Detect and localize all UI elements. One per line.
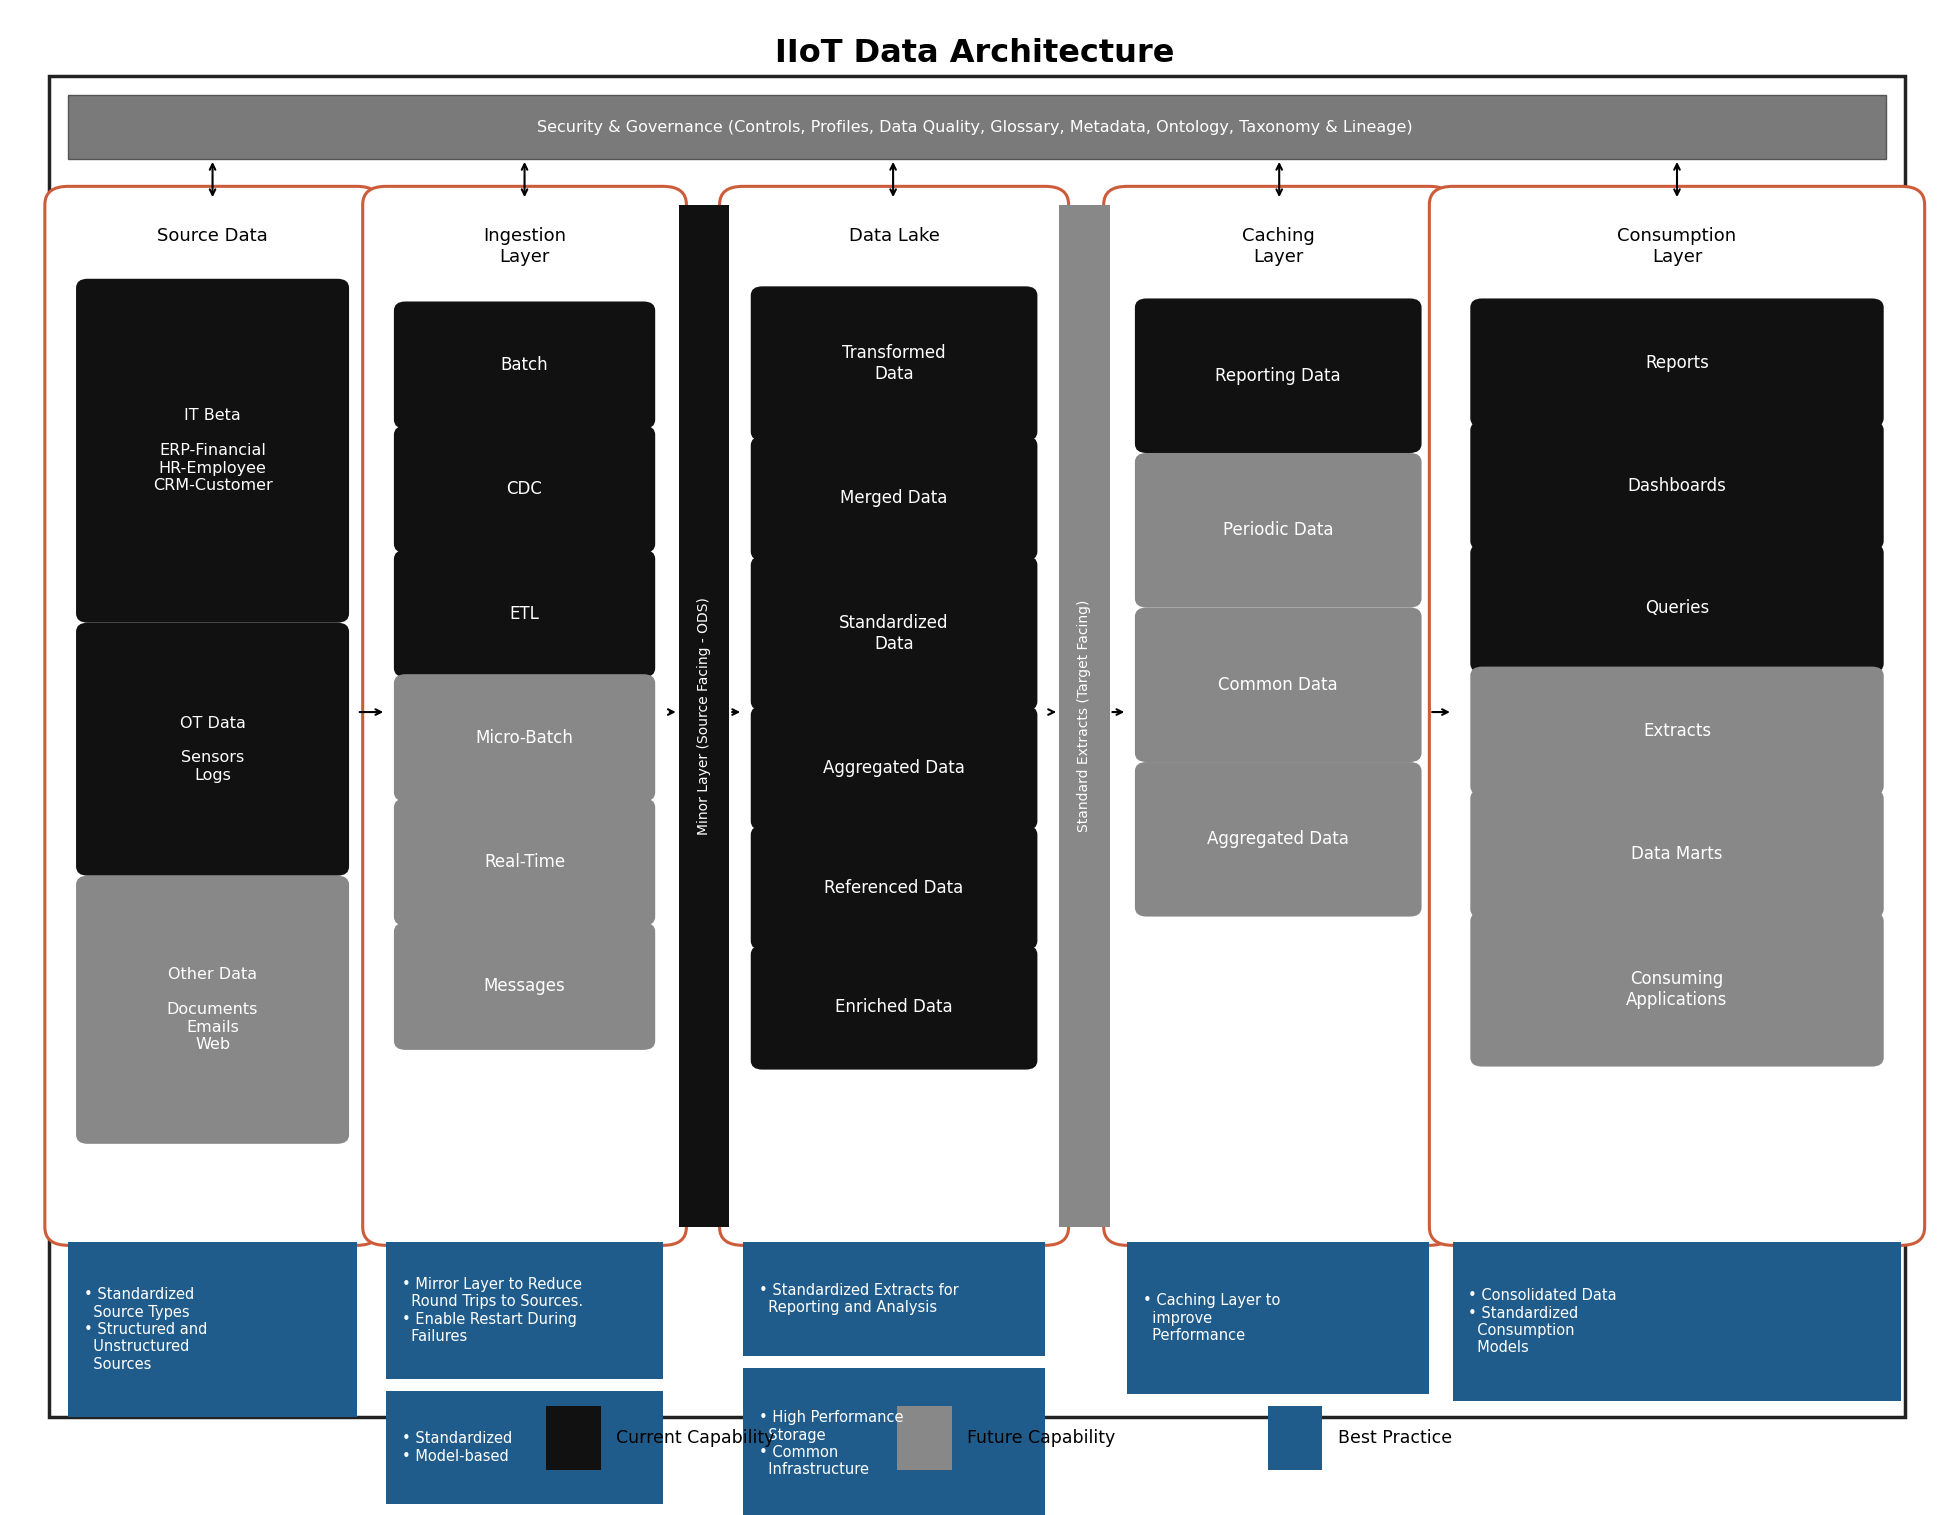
- FancyBboxPatch shape: [1470, 544, 1884, 673]
- Text: Data Marts: Data Marts: [1632, 845, 1722, 862]
- Text: Data Lake: Data Lake: [848, 227, 940, 245]
- FancyBboxPatch shape: [720, 186, 1069, 1245]
- Text: Aggregated Data: Aggregated Data: [823, 759, 965, 777]
- Text: OT Data

Sensors
Logs: OT Data Sensors Logs: [179, 715, 246, 783]
- Text: Queries: Queries: [1646, 600, 1708, 617]
- FancyBboxPatch shape: [1135, 453, 1422, 608]
- Text: Enriched Data: Enriched Data: [835, 998, 954, 1017]
- FancyBboxPatch shape: [1470, 789, 1884, 918]
- FancyBboxPatch shape: [743, 1368, 1045, 1515]
- Text: Common Data: Common Data: [1219, 676, 1338, 694]
- Text: IT Beta

ERP-Financial
HR-Employee
CRM-Customer: IT Beta ERP-Financial HR-Employee CRM-Cu…: [152, 409, 273, 492]
- FancyBboxPatch shape: [751, 556, 1037, 711]
- Text: Future Capability: Future Capability: [967, 1429, 1115, 1447]
- FancyBboxPatch shape: [751, 945, 1037, 1070]
- FancyBboxPatch shape: [743, 1242, 1045, 1356]
- FancyBboxPatch shape: [1470, 298, 1884, 427]
- Text: • Standardized
• Model-based: • Standardized • Model-based: [402, 1432, 513, 1463]
- Text: Standardized
Data: Standardized Data: [838, 614, 950, 653]
- FancyBboxPatch shape: [679, 205, 729, 1227]
- FancyBboxPatch shape: [751, 286, 1037, 441]
- Text: IIoT Data Architecture: IIoT Data Architecture: [776, 38, 1174, 68]
- FancyBboxPatch shape: [45, 186, 380, 1245]
- FancyBboxPatch shape: [1470, 421, 1884, 550]
- FancyBboxPatch shape: [394, 798, 655, 926]
- Text: Source Data: Source Data: [158, 227, 267, 245]
- Text: Messages: Messages: [484, 977, 566, 995]
- Text: Real-Time: Real-Time: [484, 853, 566, 871]
- FancyBboxPatch shape: [1135, 608, 1422, 762]
- Text: Standard Extracts (Target Facing): Standard Extracts (Target Facing): [1076, 600, 1092, 832]
- FancyBboxPatch shape: [394, 550, 655, 677]
- FancyBboxPatch shape: [751, 826, 1037, 950]
- Text: Caching
Layer: Caching Layer: [1242, 227, 1314, 267]
- FancyBboxPatch shape: [386, 1242, 663, 1379]
- Text: Best Practice: Best Practice: [1338, 1429, 1453, 1447]
- Text: • Standardized
  Source Types
• Structured and
  Unstructured
  Sources: • Standardized Source Types • Structured…: [84, 1288, 207, 1371]
- FancyBboxPatch shape: [1127, 1242, 1429, 1394]
- Text: • High Performance
  Storage
• Common
  Infrastructure: • High Performance Storage • Common Infr…: [759, 1410, 903, 1477]
- FancyBboxPatch shape: [76, 279, 349, 623]
- FancyBboxPatch shape: [363, 186, 686, 1245]
- FancyBboxPatch shape: [1104, 186, 1453, 1245]
- Text: Reporting Data: Reporting Data: [1215, 367, 1342, 385]
- FancyBboxPatch shape: [751, 436, 1037, 561]
- FancyBboxPatch shape: [68, 95, 1886, 159]
- FancyBboxPatch shape: [394, 301, 655, 429]
- Text: • Caching Layer to
  improve
  Performance: • Caching Layer to improve Performance: [1143, 1294, 1279, 1342]
- FancyBboxPatch shape: [1135, 762, 1422, 917]
- Text: • Mirror Layer to Reduce
  Round Trips to Sources.
• Enable Restart During
  Fai: • Mirror Layer to Reduce Round Trips to …: [402, 1277, 583, 1344]
- Text: ETL: ETL: [509, 604, 540, 623]
- FancyBboxPatch shape: [546, 1406, 601, 1470]
- Text: Consumption
Layer: Consumption Layer: [1617, 227, 1737, 267]
- Text: Current Capability: Current Capability: [616, 1429, 774, 1447]
- FancyBboxPatch shape: [1453, 1242, 1901, 1401]
- FancyBboxPatch shape: [1135, 298, 1422, 453]
- Text: Security & Governance (Controls, Profiles, Data Quality, Glossary, Metadata, Ont: Security & Governance (Controls, Profile…: [536, 120, 1414, 135]
- FancyBboxPatch shape: [394, 426, 655, 553]
- Text: Transformed
Data: Transformed Data: [842, 344, 946, 383]
- Text: Consuming
Applications: Consuming Applications: [1626, 970, 1728, 1009]
- Text: CDC: CDC: [507, 480, 542, 498]
- Text: Other Data

Documents
Emails
Web: Other Data Documents Emails Web: [168, 968, 257, 1051]
- Text: Reports: Reports: [1646, 355, 1708, 371]
- FancyBboxPatch shape: [897, 1406, 952, 1470]
- FancyBboxPatch shape: [394, 674, 655, 801]
- Text: • Consolidated Data
• Standardized
  Consumption
  Models: • Consolidated Data • Standardized Consu…: [1468, 1288, 1617, 1356]
- FancyBboxPatch shape: [1470, 912, 1884, 1067]
- Text: Periodic Data: Periodic Data: [1223, 521, 1334, 539]
- Text: Minor Layer (Source Facing - ODS): Minor Layer (Source Facing - ODS): [696, 597, 712, 835]
- FancyBboxPatch shape: [751, 706, 1037, 830]
- Text: Aggregated Data: Aggregated Data: [1207, 830, 1349, 848]
- Text: Dashboards: Dashboards: [1628, 477, 1726, 494]
- Text: Extracts: Extracts: [1644, 723, 1710, 739]
- FancyBboxPatch shape: [1470, 667, 1884, 795]
- FancyBboxPatch shape: [49, 76, 1905, 1417]
- Text: Referenced Data: Referenced Data: [825, 879, 963, 897]
- FancyBboxPatch shape: [76, 876, 349, 1144]
- FancyBboxPatch shape: [1429, 186, 1925, 1245]
- FancyBboxPatch shape: [68, 1242, 357, 1417]
- FancyBboxPatch shape: [394, 923, 655, 1050]
- Text: • Standardized Extracts for
  Reporting and Analysis: • Standardized Extracts for Reporting an…: [759, 1283, 957, 1315]
- Text: Merged Data: Merged Data: [840, 489, 948, 508]
- FancyBboxPatch shape: [386, 1391, 663, 1504]
- Text: Batch: Batch: [501, 356, 548, 374]
- FancyBboxPatch shape: [76, 623, 349, 876]
- Text: Ingestion
Layer: Ingestion Layer: [484, 227, 566, 267]
- Text: Micro-Batch: Micro-Batch: [476, 729, 573, 747]
- FancyBboxPatch shape: [1268, 1406, 1322, 1470]
- FancyBboxPatch shape: [1059, 205, 1110, 1227]
